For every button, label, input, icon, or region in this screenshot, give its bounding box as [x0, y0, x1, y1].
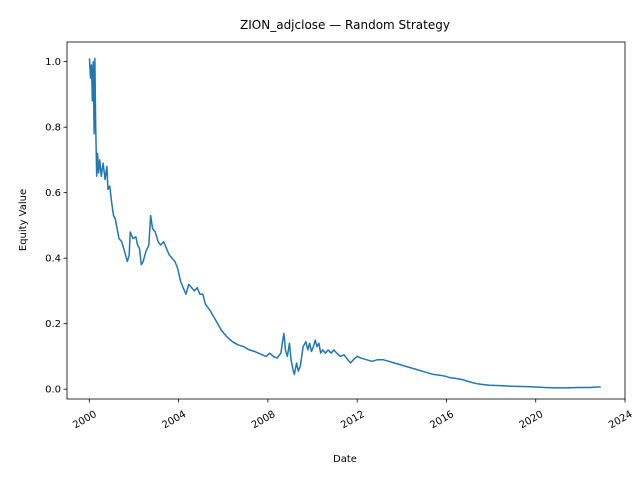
x-axis-label: Date [333, 454, 357, 465]
y-tick-label: 0.4 [45, 254, 61, 265]
x-axis: 2000 2004 2008 2012 2016 2020 2024 [71, 399, 635, 431]
x-tick-label: 2012 [339, 409, 367, 431]
x-tick-label: 2000 [71, 409, 99, 431]
y-tick-label: 1.0 [45, 57, 61, 68]
series-line [88, 57, 601, 389]
x-tick-label: 2004 [161, 409, 189, 431]
y-tick-label: 0.6 [45, 188, 61, 199]
x-tick-label: 2024 [607, 409, 635, 431]
x-tick-label: 2020 [518, 409, 546, 431]
plot-area: 0.00.20.40.60.81.0 2000 2004 2008 2012 2016 2… [45, 41, 635, 431]
x-tick-label: 2016 [428, 409, 456, 431]
y-tick-label: 0.0 [45, 385, 61, 396]
y-axis-label: Equity Value [18, 189, 29, 251]
y-tick-label: 0.8 [45, 123, 61, 134]
plot-frame [66, 41, 626, 400]
y-axis: 0.0 0.2 0.4 0.6 0.8 1.0 [45, 57, 67, 396]
x-tick-label: 2008 [250, 409, 278, 431]
y-tick-label: 0.2 [45, 319, 61, 330]
chart-title: ZION_adjclose — Random Strategy [240, 18, 450, 32]
